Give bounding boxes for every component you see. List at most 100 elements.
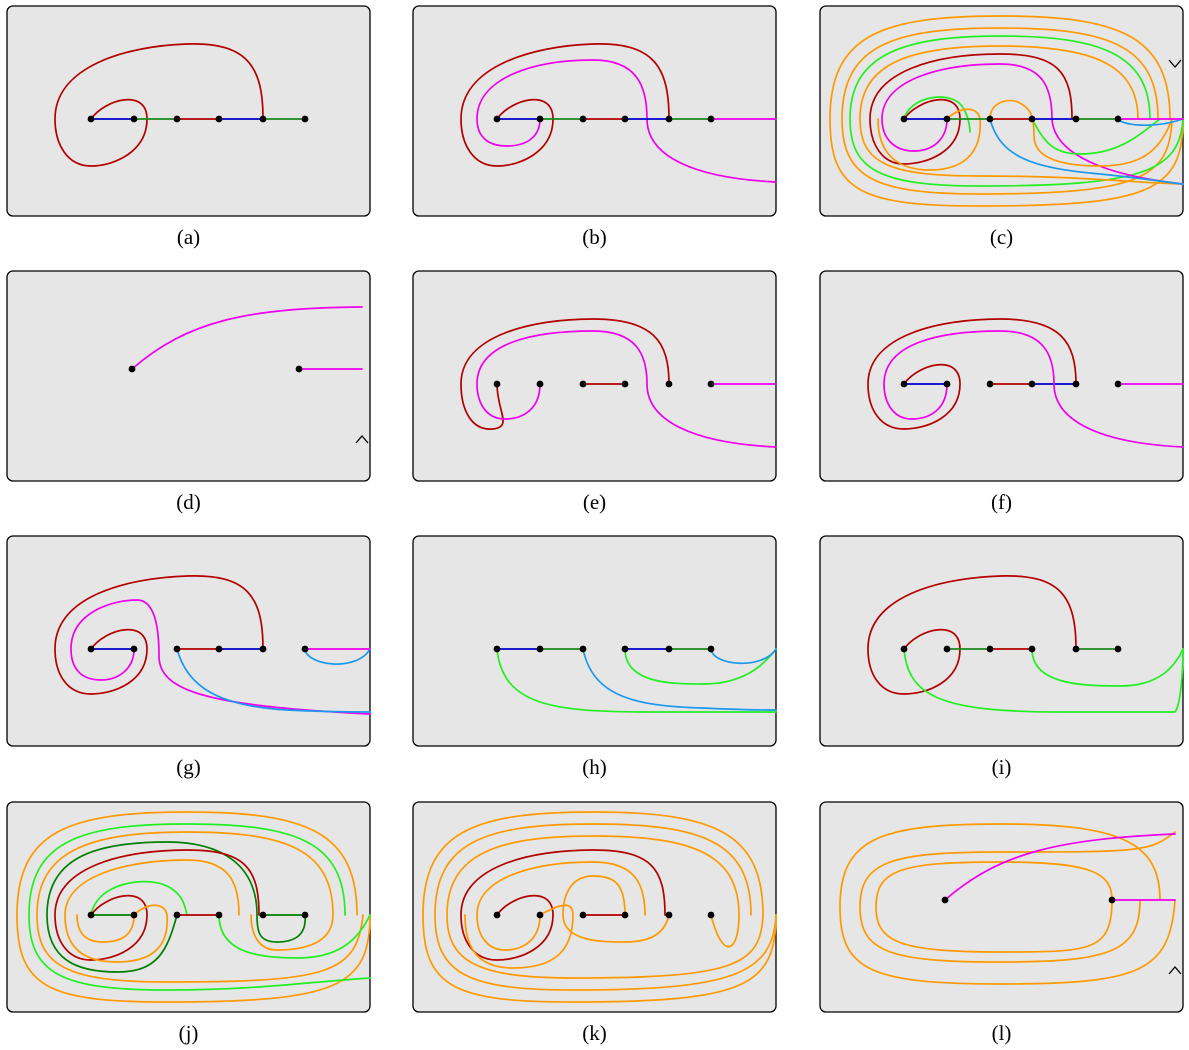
marked-point xyxy=(665,911,673,919)
lime-curve xyxy=(903,96,971,133)
orange-curve xyxy=(16,811,371,1003)
orange-curve xyxy=(877,108,982,171)
orange-curve xyxy=(829,15,1184,207)
marked-point xyxy=(301,911,309,919)
panel-frame xyxy=(412,535,777,747)
panel-caption: (i) xyxy=(992,755,1012,779)
marked-point xyxy=(173,645,181,653)
marked-point xyxy=(259,115,267,123)
panel-caption: (l) xyxy=(992,1021,1012,1045)
darkgreen-curve xyxy=(46,841,306,973)
marked-point xyxy=(493,645,501,653)
marked-point xyxy=(621,380,629,388)
panel-frame xyxy=(819,5,1184,217)
panel-j: (j) xyxy=(6,801,371,1045)
marked-point xyxy=(707,115,715,123)
marked-point xyxy=(943,380,951,388)
magenta-curve xyxy=(944,833,1176,901)
orange-curve xyxy=(859,45,1184,185)
red-curve xyxy=(460,318,670,430)
orange-curve xyxy=(841,27,1173,195)
marked-point xyxy=(1114,380,1122,388)
panel-c: (c) xyxy=(819,5,1184,249)
magenta-curve xyxy=(70,599,371,715)
marked-point xyxy=(1114,645,1122,653)
orange-curve xyxy=(36,831,364,983)
marked-point xyxy=(986,380,994,388)
marked-point xyxy=(1114,115,1122,123)
orange-curve xyxy=(875,861,1113,953)
marked-point xyxy=(579,911,587,919)
lime-curve xyxy=(1031,118,1161,155)
panel-a: (a) xyxy=(6,5,371,249)
panel-frame xyxy=(412,5,777,217)
sky-curve xyxy=(989,118,1184,185)
marked-point xyxy=(173,115,181,123)
orange-curve xyxy=(839,823,1176,985)
lime-curve xyxy=(1031,648,1184,687)
marked-point xyxy=(259,911,267,919)
marked-point xyxy=(707,380,715,388)
marked-point xyxy=(621,911,629,919)
panel-b: (b) xyxy=(412,5,777,249)
orange-curve xyxy=(64,859,240,963)
panel-frame xyxy=(412,801,777,1013)
marked-point xyxy=(215,911,223,919)
magenta-curve xyxy=(883,330,1184,448)
marked-point xyxy=(215,645,223,653)
panel-h: (h) xyxy=(412,535,777,779)
panel-i: (i) xyxy=(819,535,1184,779)
panel-caption: (c) xyxy=(990,225,1013,249)
sky-curve xyxy=(304,648,371,665)
red-curve xyxy=(54,849,260,961)
marked-point xyxy=(130,645,138,653)
red-curve xyxy=(54,43,264,167)
marked-point xyxy=(943,645,951,653)
panel-frame xyxy=(819,801,1184,1013)
orange-curve xyxy=(422,811,777,1003)
panel-f: (f) xyxy=(819,270,1184,514)
panel-caption: (e) xyxy=(583,490,606,514)
chevron-up-icon xyxy=(1168,966,1182,975)
red-curve xyxy=(460,849,666,961)
panel-frame xyxy=(819,270,1184,482)
orange-curve xyxy=(476,861,646,951)
panel-frame xyxy=(6,5,371,217)
marked-point xyxy=(986,645,994,653)
marked-point xyxy=(536,380,544,388)
lime-curve xyxy=(624,648,777,685)
marked-point xyxy=(579,380,587,388)
marked-point xyxy=(493,115,501,123)
panel-l: (l) xyxy=(819,801,1184,1045)
magenta-curve xyxy=(131,306,363,370)
marked-point xyxy=(493,911,501,919)
panel-frame xyxy=(819,535,1184,747)
marked-point xyxy=(536,645,544,653)
marked-point xyxy=(87,115,95,123)
orange-curve xyxy=(989,99,1173,167)
marked-point xyxy=(665,380,673,388)
panel-caption: (d) xyxy=(176,490,201,514)
marked-point xyxy=(87,645,95,653)
marked-point xyxy=(536,115,544,123)
orange-curve xyxy=(434,823,777,991)
marked-point xyxy=(579,115,587,123)
sky-curve xyxy=(176,648,371,713)
marked-point xyxy=(1028,115,1036,123)
orange-curve xyxy=(562,875,670,943)
marked-point xyxy=(707,645,715,653)
marked-point xyxy=(1072,645,1080,653)
marked-point xyxy=(295,365,303,373)
panel-caption: (h) xyxy=(582,755,607,779)
marked-point xyxy=(943,115,951,123)
panel-d: (d) xyxy=(6,270,371,514)
marked-point xyxy=(128,365,136,373)
marked-point xyxy=(900,380,908,388)
sky-curve xyxy=(710,648,777,665)
marked-point xyxy=(1028,645,1036,653)
orange-curve xyxy=(446,835,764,979)
marked-point xyxy=(87,911,95,919)
magenta-curve xyxy=(476,330,777,448)
orange-curve xyxy=(464,904,574,969)
marked-point xyxy=(707,911,715,919)
